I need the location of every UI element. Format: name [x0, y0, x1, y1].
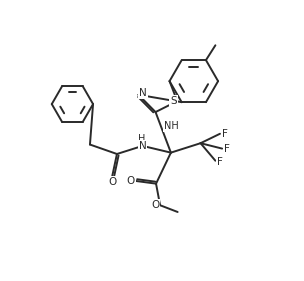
Text: O: O [127, 176, 135, 186]
Text: N: N [140, 89, 147, 98]
Text: F: F [217, 157, 223, 167]
Text: NH: NH [164, 121, 179, 132]
Text: O: O [108, 177, 116, 187]
Text: F: F [222, 129, 228, 139]
Text: O: O [151, 200, 159, 210]
Text: S: S [170, 96, 177, 106]
Text: F: F [224, 144, 230, 154]
Text: H: H [138, 133, 146, 144]
Text: N: N [139, 141, 147, 151]
